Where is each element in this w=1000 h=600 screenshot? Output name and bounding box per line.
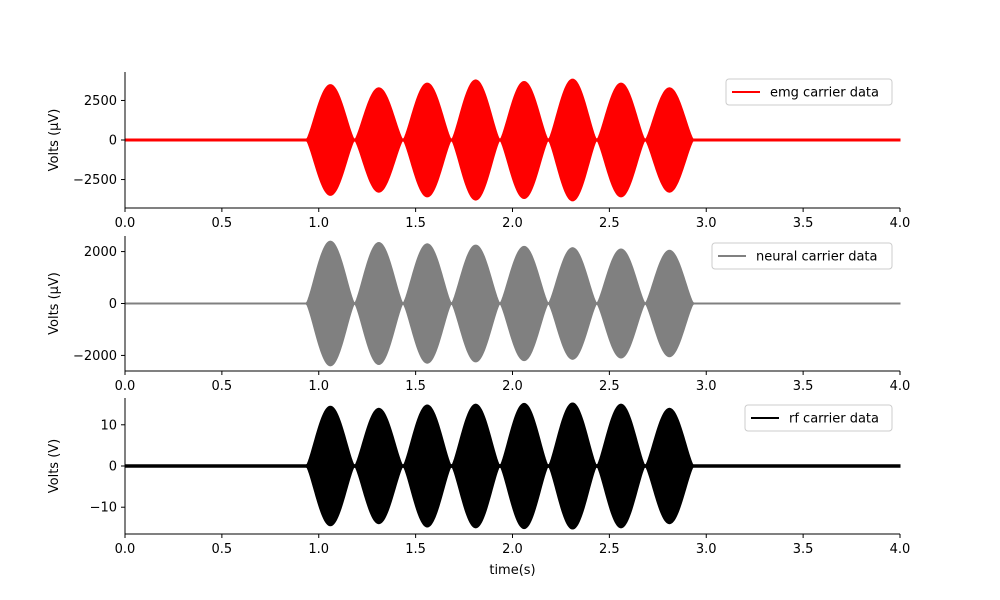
x-tick-label: 2.0 [502, 542, 523, 557]
x-tick-label: 3.0 [696, 542, 717, 557]
x-tick-label: 2.5 [599, 542, 620, 557]
x-tick-label: 3.0 [696, 216, 717, 231]
legend-label: rf carrier data [789, 412, 879, 427]
x-tick-label: 2.5 [599, 379, 620, 394]
x-tick-label: 2.5 [599, 216, 620, 231]
x-axis-label: time(s) [489, 563, 535, 578]
x-tick-label: 2.0 [502, 216, 523, 231]
x-tick-label: 1.0 [308, 216, 329, 231]
y-tick-label: −2000 [73, 349, 117, 364]
x-tick-label: 3.0 [696, 379, 717, 394]
x-tick-label: 0.0 [115, 542, 136, 557]
x-tick-label: 0.0 [115, 379, 136, 394]
x-tick-label: 3.5 [793, 216, 814, 231]
x-tick-label: 4.0 [890, 542, 911, 557]
x-tick-label: 1.5 [405, 379, 426, 394]
y-axis-label: Volts (V) [47, 439, 62, 494]
y-tick-label: 2500 [84, 94, 117, 109]
x-tick-label: 0.5 [212, 216, 233, 231]
y-tick-label: 0 [109, 460, 117, 475]
x-tick-label: 1.5 [405, 542, 426, 557]
y-tick-label: 10 [100, 418, 117, 433]
bottom-panel: 0.0 0.5 1.0 1.5 2.0 2.5 3.0 3.5 4.0 10 0 −10 Volts (… [47, 398, 910, 578]
legend: rf carrier data [744, 404, 893, 432]
y-tick-label: −10 [90, 501, 117, 516]
y-tick-label: 2000 [84, 245, 117, 260]
series-rf-carrier-data [124, 402, 901, 530]
x-tick-label: 3.5 [793, 379, 814, 394]
x-tick-label: 1.0 [308, 379, 329, 394]
legend-box [744, 404, 893, 432]
x-tick-label: 3.5 [793, 542, 814, 557]
y-tick-label: 0 [109, 297, 117, 312]
middle-panel: 0.0 0.5 1.0 1.5 2.0 2.5 3.0 3.5 4.0 2000 0 −2000 Vol… [47, 236, 910, 394]
x-tick-label: 1.0 [308, 542, 329, 557]
legend-box [725, 78, 893, 106]
series-neural-carrier-data [124, 240, 901, 367]
legend-box [711, 242, 893, 270]
legend-label: emg carrier data [770, 86, 879, 101]
y-tick-label: 0 [109, 134, 117, 149]
y-tick-label: −2500 [73, 173, 117, 188]
x-tick-label: 2.0 [502, 379, 523, 394]
y-axis-label: Volts (μV) [47, 109, 62, 172]
x-tick-label: 0.0 [115, 216, 136, 231]
y-axis-label: Volts (μV) [47, 272, 62, 335]
x-tick-label: 1.5 [405, 216, 426, 231]
series-emg-carrier-data [124, 78, 901, 202]
x-tick-label: 4.0 [890, 379, 911, 394]
legend: neural carrier data [711, 242, 893, 270]
x-tick-label: 0.5 [212, 542, 233, 557]
x-tick-label: 0.5 [212, 379, 233, 394]
top-panel: 0.0 0.5 1.0 1.5 2.0 2.5 3.0 3.5 4.0 2500 0 −2500 Vol… [47, 72, 910, 231]
legend: emg carrier data [725, 78, 893, 106]
x-tick-label: 4.0 [890, 216, 911, 231]
legend-label: neural carrier data [756, 250, 877, 265]
